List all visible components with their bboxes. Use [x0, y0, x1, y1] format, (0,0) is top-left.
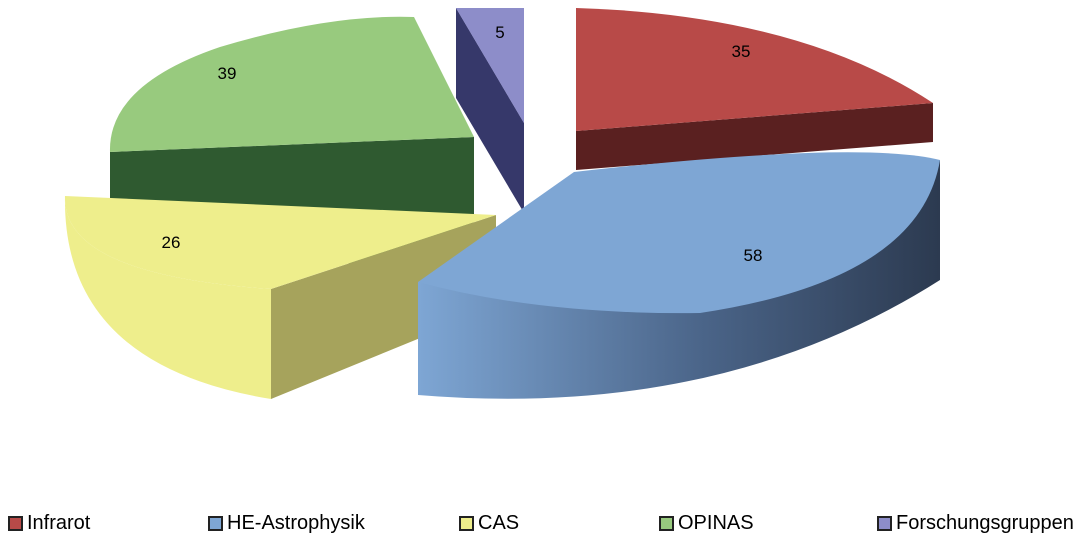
- data-label-opinas: 39: [218, 64, 237, 83]
- legend-label-infrarot: Infrarot: [27, 512, 91, 534]
- legend-swatch-forschungsgruppen: [877, 516, 892, 531]
- legend-label-cas: CAS: [478, 512, 520, 534]
- data-label-infrarot: 35: [732, 42, 751, 61]
- chart-legend: Infrarot HE-Astrophysik CAS OPINAS Forsc…: [0, 512, 1085, 542]
- slice-side-cas-outer: [64, 196, 271, 399]
- slice-infrarot: [576, 8, 933, 131]
- slice-he-astrophysik: [418, 152, 940, 314]
- legend-label-he-astrophysik: HE-Astrophysik: [227, 512, 365, 534]
- legend-item-infrarot[interactable]: Infrarot: [8, 512, 90, 535]
- legend-item-cas[interactable]: CAS: [459, 512, 519, 535]
- slice-forschungsgruppen-top: [456, 8, 524, 123]
- legend-label-opinas: OPINAS: [678, 512, 754, 534]
- slice-cas: [64, 196, 497, 289]
- data-label-forschungsgruppen: 5: [495, 23, 504, 42]
- data-label-cas: 26: [162, 233, 181, 252]
- slice-side-infrarot: [576, 103, 933, 170]
- legend-swatch-he-astrophysik: [208, 516, 223, 531]
- slice-opinas: [109, 16, 475, 152]
- slice-side-cas: [271, 215, 496, 399]
- legend-swatch-infrarot: [8, 516, 23, 531]
- legend-item-opinas[interactable]: OPINAS: [659, 512, 754, 535]
- legend-swatch-cas: [459, 516, 474, 531]
- legend-item-he-astrophysik[interactable]: HE-Astrophysik: [208, 512, 365, 535]
- data-label-he-astrophysik: 58: [744, 246, 763, 265]
- slice-side-forschungsgruppen: [456, 8, 524, 213]
- legend-label-forschungsgruppen: Forschungsgruppen: [896, 512, 1074, 534]
- legend-swatch-opinas: [659, 516, 674, 531]
- legend-item-forschungsgruppen[interactable]: Forschungsgruppen: [877, 512, 1074, 535]
